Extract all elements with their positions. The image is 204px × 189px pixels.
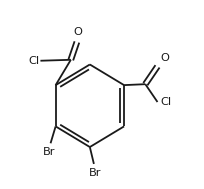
Text: Cl: Cl (28, 56, 39, 66)
Text: O: O (73, 27, 82, 37)
Text: Br: Br (43, 147, 56, 157)
Text: Br: Br (89, 168, 101, 178)
Text: O: O (160, 53, 169, 63)
Text: Cl: Cl (160, 97, 171, 107)
